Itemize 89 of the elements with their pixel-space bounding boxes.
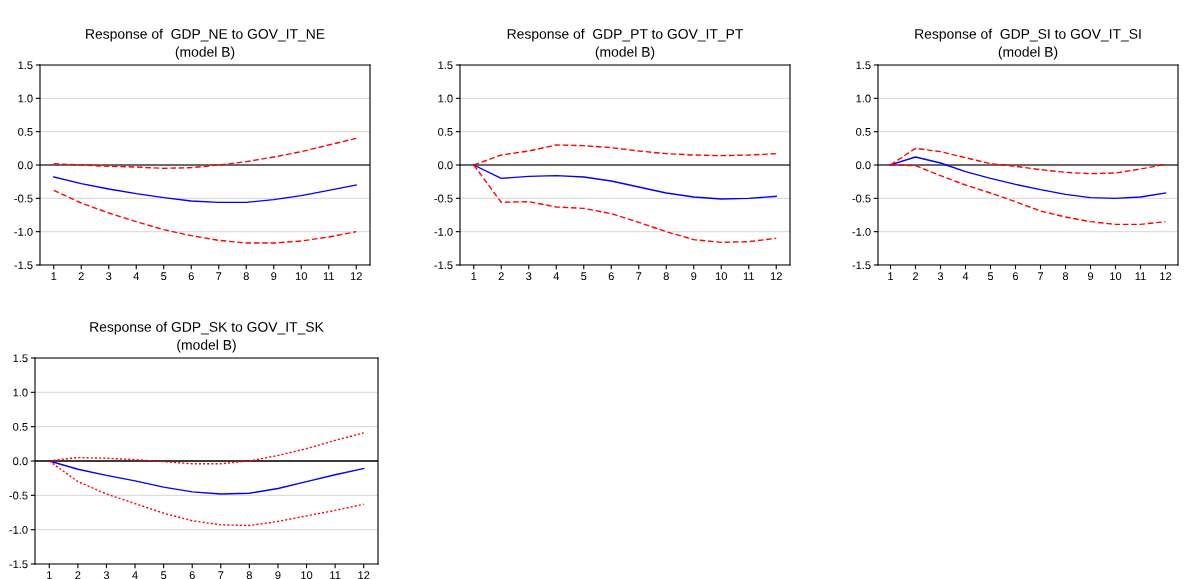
x-tick-label: 5 bbox=[987, 272, 994, 281]
y-tick-label: -0.5 bbox=[9, 491, 28, 500]
y-tick-label: 0.5 bbox=[13, 422, 28, 431]
y-tick-label: 1.5 bbox=[13, 354, 28, 363]
line-series bbox=[53, 176, 357, 204]
x-tick-label: 2 bbox=[498, 272, 504, 280]
y-tick-label: 0.5 bbox=[856, 127, 871, 136]
x-tick-label: 4 bbox=[133, 272, 140, 280]
y-tick-label: 0.0 bbox=[856, 161, 871, 170]
x-tick-label: 10 bbox=[715, 272, 727, 281]
x-tick-label: 9 bbox=[691, 272, 697, 281]
x-tick-label: 11 bbox=[1135, 272, 1146, 280]
y-tick-label: 0.0 bbox=[18, 161, 33, 170]
chart-subtitle: (model B) bbox=[177, 339, 236, 353]
y-tick-label: -1.5 bbox=[852, 261, 871, 270]
x-tick-label: 10 bbox=[1110, 272, 1122, 281]
x-tick-label: 9 bbox=[275, 571, 281, 579]
x-tick-label: 3 bbox=[937, 272, 944, 281]
y-tick-label: -0.5 bbox=[852, 194, 871, 203]
chart-title: Response of GDP_PT to GOV_IT_PT bbox=[507, 28, 744, 42]
x-tick-label: 1 bbox=[471, 272, 477, 280]
x-tick-label: 4 bbox=[553, 272, 560, 280]
y-tick-label: 1.5 bbox=[856, 61, 871, 70]
chart-title: Response of GDP_NE to GOV_IT_NE bbox=[86, 28, 325, 42]
x-tick-label: 3 bbox=[106, 272, 112, 281]
y-tick-label: -1.5 bbox=[9, 560, 28, 569]
x-tick-label: 3 bbox=[526, 272, 532, 281]
line-series bbox=[473, 164, 777, 200]
x-tick-label: 11 bbox=[330, 571, 341, 579]
y-tick-label: 1.0 bbox=[856, 94, 871, 103]
x-tick-label: 2 bbox=[75, 571, 81, 579]
y-tick-label: -1.0 bbox=[852, 227, 871, 236]
x-tick-label: 6 bbox=[1012, 272, 1019, 281]
x-tick-label: 6 bbox=[608, 272, 614, 281]
y-tick-label: 0.0 bbox=[438, 161, 453, 170]
y-tick-label: -1.0 bbox=[14, 227, 33, 236]
x-tick-label: 10 bbox=[301, 571, 313, 579]
chart-subtitle: (model B) bbox=[595, 46, 655, 60]
x-tick-label: 1 bbox=[888, 272, 894, 280]
x-tick-label: 6 bbox=[188, 272, 194, 281]
y-tick-label: 1.5 bbox=[438, 61, 453, 70]
x-tick-label: 9 bbox=[1087, 272, 1094, 281]
x-tick-label: 2 bbox=[78, 272, 84, 280]
x-tick-label: 11 bbox=[323, 272, 334, 280]
y-tick-label: 0.0 bbox=[13, 457, 28, 466]
x-tick-label: 7 bbox=[1037, 272, 1044, 280]
y-tick-label: -1.5 bbox=[434, 261, 453, 270]
x-tick-label: 8 bbox=[246, 571, 252, 579]
y-tick-label: 1.5 bbox=[18, 61, 33, 70]
x-tick-label: 4 bbox=[132, 571, 138, 579]
chart-subtitle: (model B) bbox=[998, 46, 1058, 60]
x-tick-label: 2 bbox=[912, 272, 919, 280]
chart-subtitle: (model B) bbox=[175, 46, 235, 60]
x-tick-label: 12 bbox=[350, 272, 362, 280]
y-tick-label: 0.5 bbox=[438, 127, 453, 136]
x-tick-label: 12 bbox=[1160, 272, 1172, 280]
x-tick-label: 12 bbox=[770, 272, 782, 280]
x-tick-label: 8 bbox=[243, 272, 249, 281]
y-tick-label: 1.0 bbox=[438, 94, 453, 103]
x-tick-label: 1 bbox=[47, 571, 52, 579]
x-tick-label: 1 bbox=[51, 272, 57, 280]
line-series bbox=[53, 137, 357, 170]
x-tick-label: 5 bbox=[581, 272, 587, 281]
x-tick-label: 7 bbox=[216, 272, 222, 280]
line-series bbox=[53, 189, 357, 244]
x-tick-label: 9 bbox=[271, 272, 277, 281]
x-tick-label: 5 bbox=[161, 272, 167, 281]
y-tick-label: 0.5 bbox=[18, 127, 33, 136]
x-tick-label: 6 bbox=[189, 571, 195, 579]
y-tick-label: 1.0 bbox=[13, 388, 28, 397]
y-tick-label: -0.5 bbox=[14, 194, 33, 203]
y-tick-label: -1.5 bbox=[14, 261, 33, 270]
y-tick-label: 1.0 bbox=[18, 94, 33, 103]
x-tick-label: 3 bbox=[103, 571, 110, 579]
x-tick-label: 12 bbox=[358, 571, 370, 579]
chart-title: Response of GDP_SI to GOV_IT_SI bbox=[915, 28, 1141, 42]
x-tick-label: 10 bbox=[295, 272, 307, 281]
y-tick-label: -1.0 bbox=[434, 227, 453, 236]
x-tick-label: 7 bbox=[636, 272, 642, 280]
x-tick-label: 8 bbox=[663, 272, 669, 281]
line-series bbox=[48, 460, 365, 495]
y-tick-label: -1.0 bbox=[9, 525, 28, 534]
x-tick-label: 11 bbox=[743, 272, 754, 280]
x-tick-label: 5 bbox=[160, 571, 167, 579]
chart-title: Response of GDP_SK to GOV_IT_SK bbox=[90, 321, 324, 335]
x-tick-label: 7 bbox=[218, 571, 224, 579]
x-tick-label: 8 bbox=[1062, 272, 1069, 281]
y-tick-label: -0.5 bbox=[434, 194, 453, 203]
x-tick-label: 4 bbox=[962, 272, 969, 280]
